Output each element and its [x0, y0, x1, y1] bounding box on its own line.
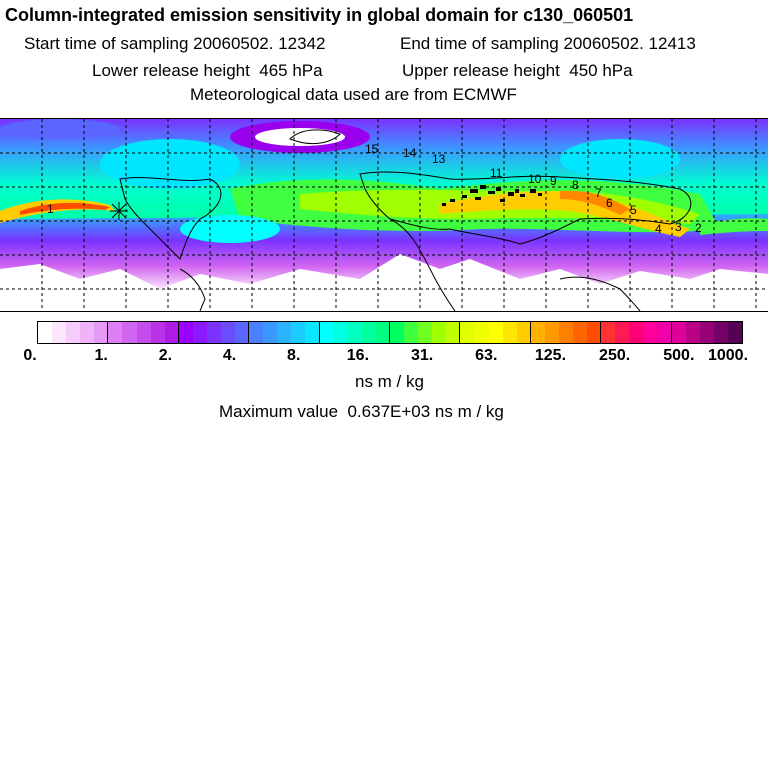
- colorbar-tick-label: 63.: [475, 347, 498, 364]
- plume-label: 7: [595, 186, 602, 200]
- colorbar-segment: [375, 322, 390, 343]
- colorbar-segment: [206, 322, 222, 343]
- plume-label: 3: [675, 220, 682, 234]
- colorbar-segment: [249, 322, 264, 343]
- colorbar-segment: [305, 322, 320, 343]
- colorbar-segment: [389, 322, 405, 343]
- colorbar-segment: [432, 322, 447, 343]
- colorbar-segment: [122, 322, 137, 343]
- sensitivity-field: [0, 119, 768, 289]
- colorbar-tick-label: 2.: [158, 347, 173, 364]
- colorbar-segment: [136, 322, 151, 343]
- colorbar-segment: [164, 322, 179, 343]
- colorbar-segment: [361, 322, 376, 343]
- emission-sensitivity-map: 1 2 3 4 5 6 7 8 9 10 11 13 14 15: [0, 118, 768, 312]
- colorbar-segment: [516, 322, 531, 343]
- upper-release-height: Upper release height 450 hPa: [402, 61, 633, 80]
- colorbar-segment: [572, 322, 588, 343]
- colorbar-segment: [66, 322, 81, 343]
- colorbar-segment: [699, 322, 714, 343]
- colorbar-segment: [587, 322, 602, 343]
- colorbar-segment: [38, 322, 53, 343]
- colorbar-segment: [108, 322, 123, 343]
- colorbar-segment: [713, 322, 728, 343]
- plume-label: 10: [528, 172, 542, 186]
- colorbar-segment: [615, 322, 630, 343]
- colorbar-segment: [235, 322, 250, 343]
- colorbar-segment: [94, 322, 109, 343]
- colorbar-segment: [418, 322, 433, 343]
- end-time: End time of sampling 20060502. 12413: [400, 34, 696, 53]
- lower-release-height: Lower release height 465 hPa: [92, 61, 323, 80]
- plume-label: 9: [550, 174, 557, 188]
- colorbar-tick-label: 1000.: [707, 347, 749, 364]
- figure-title: Column-integrated emission sensitivity i…: [5, 5, 634, 25]
- plume-label: 8: [572, 178, 579, 192]
- colorbar-segment: [643, 322, 658, 343]
- meteorological-data-note: Meteorological data used are from ECMWF: [190, 85, 517, 104]
- colorbar-tick-labels: 0. 1. 2. 4. 8. 16. 31. 63. 125. 250. 500. 1000.: [0, 347, 768, 367]
- colorbar-segment: [192, 322, 207, 343]
- colorbar-tick-label: 31.: [410, 347, 434, 364]
- colorbar-segment: [530, 322, 545, 343]
- graticule: [0, 119, 768, 311]
- coastlines: [119, 129, 692, 311]
- colorbar-segment: [657, 322, 672, 343]
- plume-label: 14: [403, 146, 417, 160]
- colorbar-segment: [474, 322, 489, 343]
- colorbar-tick-label: 500.: [663, 347, 695, 364]
- plume-label: 11: [490, 166, 503, 180]
- plume-label: 6: [606, 196, 613, 210]
- colorbar-segment: [178, 322, 193, 343]
- colorbar-tick-label: 4.: [222, 347, 237, 364]
- start-time: Start time of sampling 20060502. 12342: [24, 34, 326, 53]
- colorbar-segment: [601, 322, 616, 343]
- plume-label: 13: [432, 152, 446, 166]
- colorbar-segment: [52, 322, 67, 343]
- colorbar-tick-label: 0.: [23, 347, 37, 364]
- colorbar-segment: [277, 322, 292, 343]
- colorbar-segment: [333, 322, 348, 343]
- colorbar-segment: [80, 322, 95, 343]
- colorbar-segment: [347, 322, 362, 343]
- plume-label: 15: [365, 142, 379, 156]
- colorbar-segment: [544, 322, 559, 343]
- colorbar-tick-label: 250.: [599, 347, 631, 364]
- colorbar-segment: [404, 322, 419, 343]
- colorbar-tick-label: 125.: [534, 347, 567, 364]
- colorbar-segment: [629, 322, 644, 343]
- colorbar: [37, 321, 743, 344]
- colorbar-units: ns m / kg: [355, 372, 424, 391]
- colorbar-segment: [221, 322, 236, 343]
- colorbar-segment: [319, 322, 334, 343]
- colorbar-tick-label: 16.: [346, 347, 370, 364]
- colorbar-segment: [671, 322, 686, 343]
- colorbar-segment: [150, 322, 165, 343]
- plume-label: 1: [47, 202, 54, 216]
- colorbar-segment: [446, 322, 461, 343]
- colorbar-segment: [502, 322, 517, 343]
- colorbar-segment: [460, 322, 475, 343]
- colorbar-segment: [685, 322, 700, 343]
- colorbar-segment: [727, 322, 742, 343]
- plume-label: 2: [695, 221, 702, 235]
- plume-label: 5: [630, 203, 637, 217]
- plume-label: 4: [655, 222, 662, 236]
- colorbar-segment: [263, 322, 278, 343]
- colorbar-tick-label: 1.: [94, 347, 108, 364]
- release-location-marker: [110, 202, 128, 220]
- maximum-value: Maximum value 0.637E+03 ns m / kg: [219, 402, 504, 421]
- colorbar-segment: [291, 322, 306, 343]
- colorbar-segment: [558, 322, 573, 343]
- colorbar-segment: [488, 322, 503, 343]
- colorbar-tick-label: 8.: [287, 347, 301, 364]
